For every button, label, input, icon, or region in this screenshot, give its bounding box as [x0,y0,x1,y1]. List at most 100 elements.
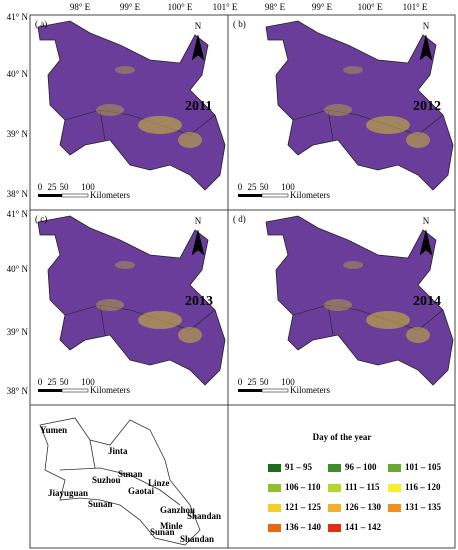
scale-bar [38,389,62,392]
scale-unit: Kilometers [90,190,130,200]
scale-tick: 50 [260,377,270,387]
legend-label: 101 – 105 [405,462,442,472]
scale-bar [261,193,289,198]
scale-bar [238,194,262,197]
north-label: N [423,21,430,31]
county-name: Shandan [187,511,221,521]
longitude-label: 98° E [265,2,286,12]
scale-unit: Kilometers [290,385,330,395]
scale-bar [38,194,62,197]
north-arrow [191,34,205,61]
legend-label: 111 – 115 [345,482,380,492]
latitude-label: 39° N [7,129,29,139]
scale-tick: 0 [38,377,43,387]
scale-tick: 50 [60,182,70,192]
county-map [39,417,201,546]
legend-swatch [268,464,281,472]
legend-label: 116 – 120 [405,482,441,492]
legend-swatch [388,484,401,492]
latitude-label: 40° N [7,264,29,274]
longitude-label: 98° E [70,2,91,12]
scale-tick: 50 [60,377,70,387]
north-label: N [195,21,202,31]
county-name: Sunan [150,527,175,537]
year-label: 2013 [185,294,213,309]
county-name: Gaotai [128,486,154,496]
legend-label: 136 – 140 [285,522,322,532]
latitude-label: 41° N [7,209,29,219]
scale-tick: 100 [281,182,295,192]
legend-swatch [328,484,341,492]
scale-tick: 25 [48,377,58,387]
panel-label: ( d) [233,214,246,224]
north-arrow [419,229,433,256]
legend-swatch [388,464,401,472]
north-label: N [195,216,202,226]
north-arrow [191,229,205,256]
north-arrow [419,34,433,61]
scale-bar [61,388,89,393]
scale-bar [261,388,289,393]
legend-title: Day of the year [313,432,372,442]
county-name: Shandan [180,534,214,544]
longitude-label: 99° E [120,2,141,12]
county-name: Minle [160,521,183,531]
panel-label: ( b) [233,19,246,29]
county-name: Sunan [88,499,113,509]
county-name: Suzhou [92,475,121,485]
legend-swatch [268,504,281,512]
scale-tick: 25 [48,182,58,192]
longitude-label: 100° E [168,2,193,12]
latitude-label: 38° N [7,189,29,199]
longitude-label: 100° E [358,2,383,12]
legend-swatch [328,504,341,512]
legend-label: 141 – 142 [345,522,382,532]
latitude-label: 41° N [7,12,29,22]
scale-tick: 100 [81,182,95,192]
legend-label: 106 – 110 [285,482,321,492]
scale-tick: 25 [248,182,258,192]
panel-label: ( c) [35,214,47,224]
legend-swatch [328,524,341,532]
latitude-label: 38° N [7,386,29,396]
north-label: N [423,216,430,226]
scale-unit: Kilometers [290,190,330,200]
legend-label: 91 – 95 [285,462,313,472]
county-name: Ganzhou [160,505,195,515]
legend-label: 121 – 125 [285,502,322,512]
county-name: Linze [148,478,170,488]
scale-tick: 0 [238,182,243,192]
scale-tick: 0 [238,377,243,387]
legend-label: 126 – 130 [345,502,382,512]
legend-swatch [268,524,281,532]
scale-tick: 100 [281,377,295,387]
year-label: 2014 [413,294,441,309]
legend-swatch [268,484,281,492]
longitude-label: 99° E [312,2,333,12]
latitude-label: 40° N [7,69,29,79]
scale-tick: 0 [38,182,43,192]
legend-swatch [328,464,341,472]
county-name: Yumen [40,425,67,435]
county-name: Jiayuguan [48,488,88,498]
year-label: 2011 [185,99,212,114]
longitude-label: 101° E [213,2,238,12]
scale-unit: Kilometers [90,385,130,395]
county-name: Sunan [118,469,143,479]
scale-tick: 50 [260,182,270,192]
longitude-label: 101° E [403,2,428,12]
legend-label: 131 – 135 [405,502,442,512]
year-label: 2012 [413,99,441,114]
scale-bar [61,193,89,198]
frame [29,14,456,549]
county-name: Jinta [108,446,128,456]
legend-label: 96 – 100 [345,462,377,472]
scale-tick: 25 [248,377,258,387]
scale-tick: 100 [81,377,95,387]
legend-swatch [388,504,401,512]
